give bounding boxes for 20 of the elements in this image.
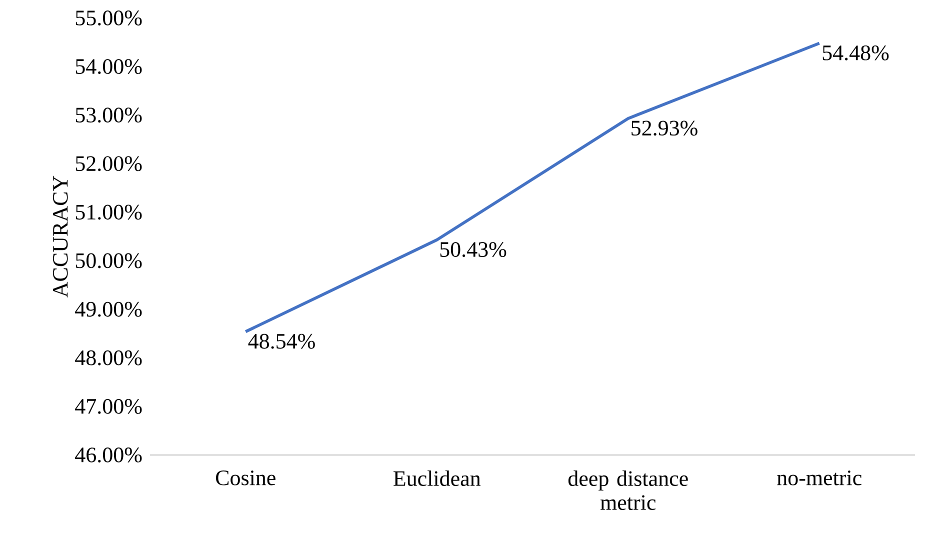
y-tick-label: 46.00%	[75, 448, 142, 462]
y-tick-label: 48.00%	[75, 350, 142, 366]
y-tick-label: 50.00%	[76, 253, 142, 268]
x-tick-label: Euclidean	[394, 470, 481, 486]
x-tick-label: no-metric	[777, 470, 862, 486]
x-tick-label: Cosine	[216, 470, 276, 486]
data-label: 50.43%	[440, 242, 506, 258]
line-series	[244, 42, 821, 334]
data-label: 48.54%	[248, 334, 315, 349]
y-axis-title: ACCURACY	[53, 176, 68, 298]
x-tick-label: deep distance metric	[568, 470, 688, 510]
y-tick-label: 53.00%	[76, 108, 142, 123]
y-tick-label: 49.00%	[75, 302, 142, 317]
y-tick-label: 52.00%	[76, 156, 142, 172]
data-label: 52.93%	[632, 120, 698, 136]
y-tick-label: 47.00%	[75, 398, 142, 414]
y-tick-label: 55.00%	[76, 10, 142, 26]
y-tick-label: 54.00%	[76, 59, 142, 74]
data-label: 54.48%	[822, 45, 889, 60]
y-tick-label: 51.00%	[76, 204, 142, 220]
